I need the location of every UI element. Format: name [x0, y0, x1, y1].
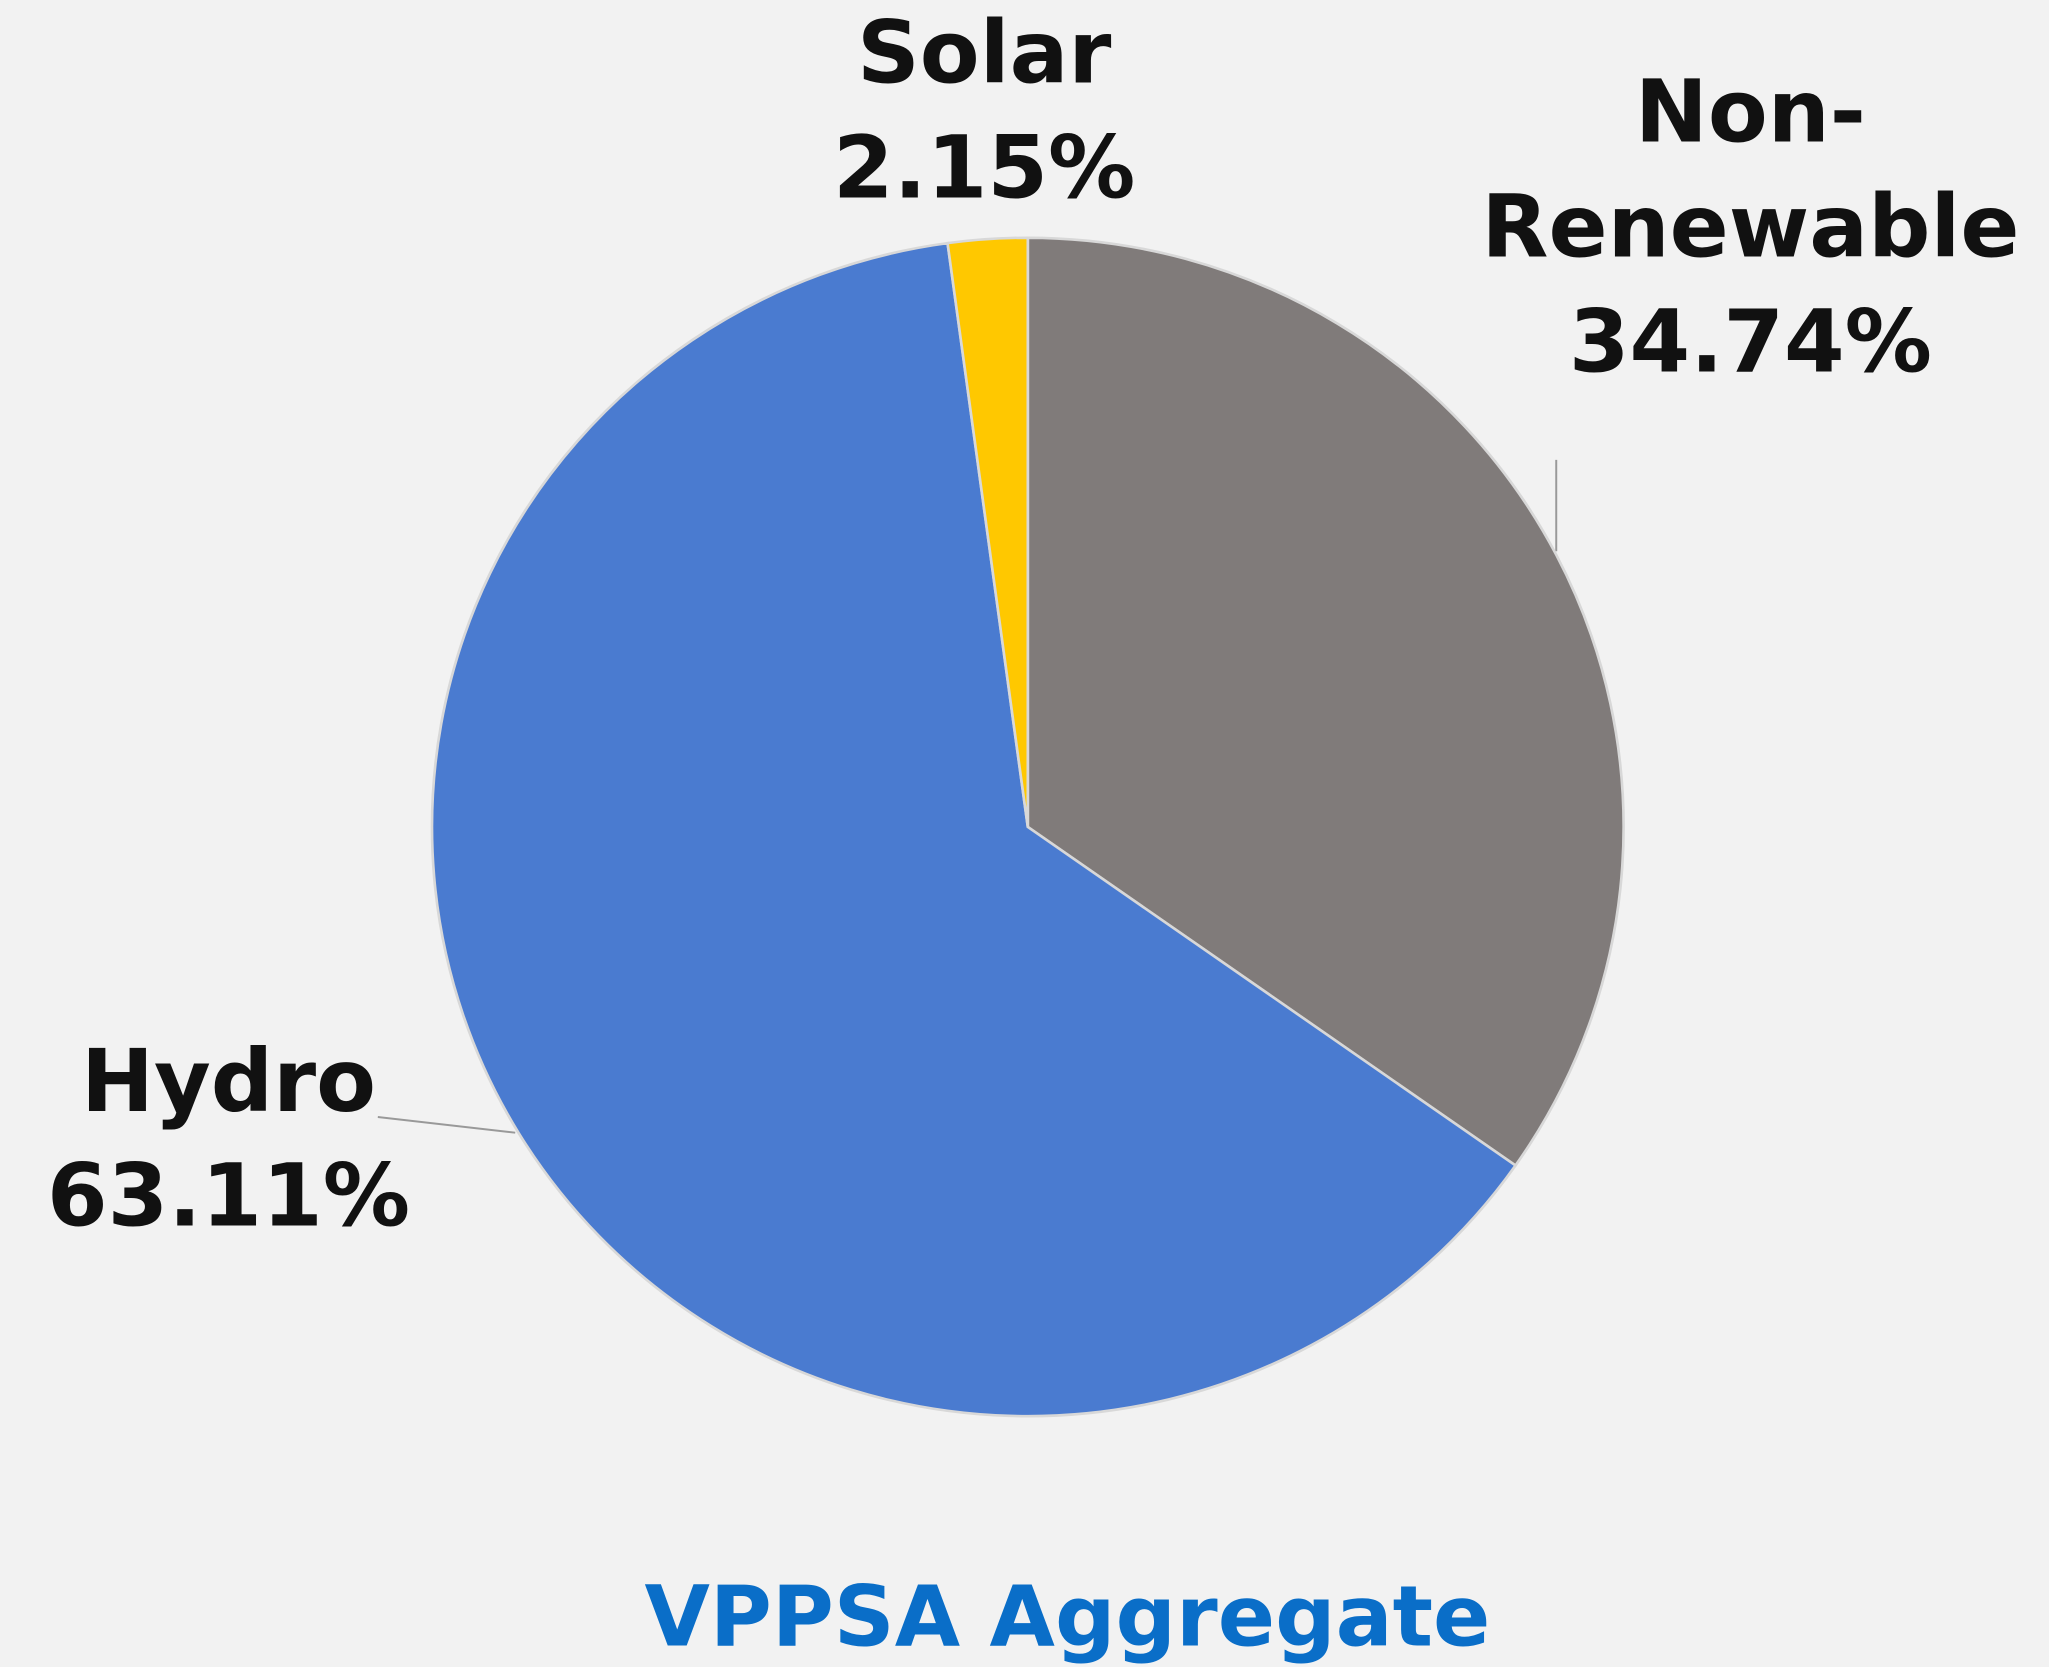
category-label: Hydro	[81, 1032, 376, 1131]
category-label: Non-Renewable	[1481, 63, 2019, 277]
category-label: Solar	[857, 4, 1112, 103]
pie-slice	[946, 236, 1030, 828]
chart-title: VPPSA Aggregate	[644, 1568, 1490, 1665]
leader-line	[377, 1116, 516, 1134]
value-label: 63.11%	[47, 1147, 410, 1246]
value-label: 2.15%	[833, 119, 1135, 218]
pie-slice	[1026, 236, 1625, 1168]
pie-slice	[430, 241, 1518, 1418]
value-label: 34.74%	[1569, 293, 1932, 392]
